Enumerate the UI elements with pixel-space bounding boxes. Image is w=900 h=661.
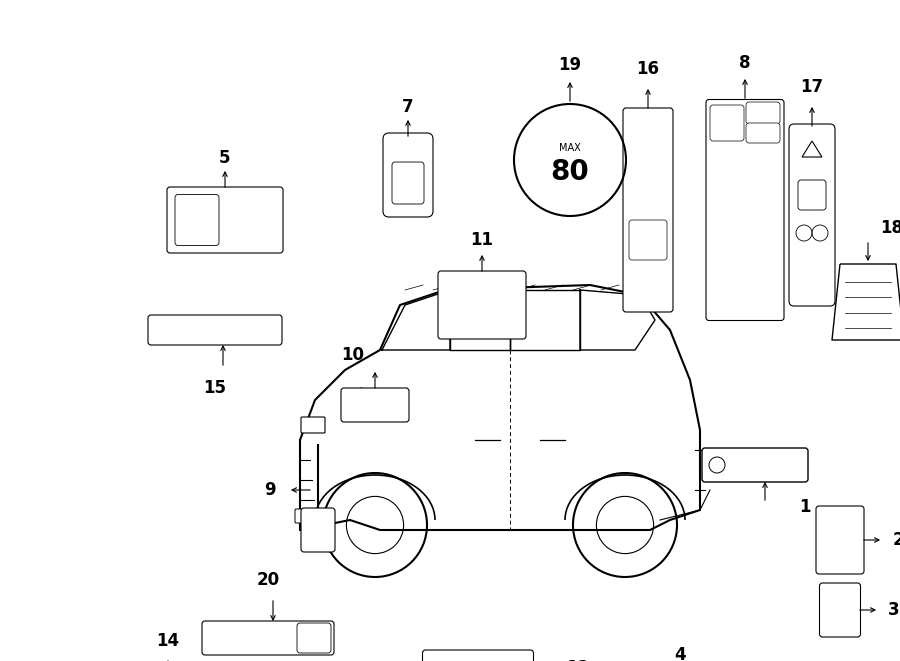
FancyBboxPatch shape: [167, 187, 283, 253]
Text: 10: 10: [341, 346, 365, 364]
Text: 14: 14: [157, 632, 180, 650]
Text: 3: 3: [888, 601, 900, 619]
FancyBboxPatch shape: [301, 417, 325, 433]
Text: 11: 11: [471, 231, 493, 249]
FancyBboxPatch shape: [816, 506, 864, 574]
Text: 16: 16: [636, 60, 660, 78]
FancyBboxPatch shape: [746, 102, 780, 124]
FancyBboxPatch shape: [148, 315, 282, 345]
Text: 4: 4: [674, 646, 686, 661]
FancyBboxPatch shape: [422, 650, 534, 661]
Text: 9: 9: [265, 481, 275, 499]
FancyBboxPatch shape: [383, 133, 433, 217]
FancyBboxPatch shape: [297, 623, 331, 653]
Text: 17: 17: [800, 78, 824, 96]
FancyBboxPatch shape: [301, 508, 335, 552]
FancyBboxPatch shape: [295, 509, 317, 523]
Text: 20: 20: [256, 571, 280, 589]
FancyBboxPatch shape: [623, 108, 673, 312]
Text: 7: 7: [402, 98, 414, 116]
Text: 19: 19: [558, 56, 581, 74]
FancyBboxPatch shape: [702, 448, 808, 482]
FancyBboxPatch shape: [820, 583, 860, 637]
Text: 80: 80: [551, 158, 590, 186]
Text: 2: 2: [892, 531, 900, 549]
FancyBboxPatch shape: [392, 162, 424, 204]
FancyBboxPatch shape: [798, 180, 826, 210]
Text: 18: 18: [880, 219, 900, 237]
FancyBboxPatch shape: [341, 388, 409, 422]
Text: MAX: MAX: [559, 143, 580, 153]
FancyBboxPatch shape: [438, 271, 526, 339]
Text: 15: 15: [203, 379, 227, 397]
Text: 8: 8: [739, 54, 751, 72]
Text: 5: 5: [220, 149, 230, 167]
FancyBboxPatch shape: [706, 100, 784, 321]
FancyBboxPatch shape: [789, 124, 835, 306]
FancyBboxPatch shape: [746, 123, 780, 143]
Text: 12: 12: [566, 659, 590, 661]
FancyBboxPatch shape: [710, 105, 744, 141]
FancyBboxPatch shape: [175, 194, 219, 245]
FancyBboxPatch shape: [202, 621, 334, 655]
Text: 1: 1: [799, 498, 811, 516]
FancyBboxPatch shape: [629, 220, 667, 260]
